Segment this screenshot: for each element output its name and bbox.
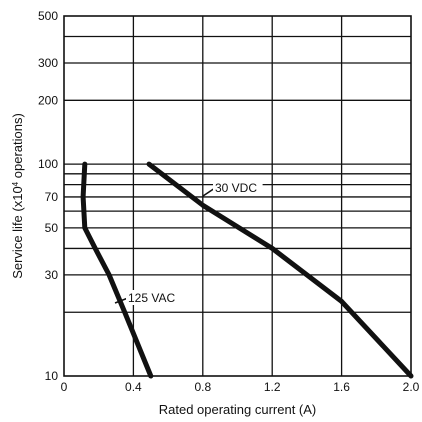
x-tick-label: 0.8: [194, 380, 211, 394]
x-tick-label: 2.0: [403, 380, 420, 394]
y-tick-label: 500: [38, 9, 58, 23]
x-tick-label: 1.6: [333, 380, 350, 394]
x-tick-label: 0.4: [125, 380, 142, 394]
series-label: 30 VDC: [215, 181, 257, 195]
plot-frame: [63, 15, 412, 377]
x-tick-label: 1.2: [264, 380, 281, 394]
series-line: [146, 161, 414, 379]
y-tick-label: 300: [38, 56, 58, 70]
y-tick-label: 200: [38, 93, 58, 107]
grid-lines: [64, 16, 411, 376]
y-tick-label: 100: [38, 157, 58, 171]
y-axis-title-prefix: Service life (x10: [10, 186, 25, 278]
y-tick-label: 70: [45, 190, 59, 204]
series-label-leader: [114, 297, 129, 304]
y-tick-label: 30: [45, 268, 59, 282]
series-label-background: [213, 180, 263, 195]
series-line: [80, 161, 154, 379]
series-label-background: [126, 290, 184, 305]
y-axis-title: Service life (x104 operations): [10, 113, 25, 279]
y-tick-label: 50: [45, 221, 59, 235]
y-tick-label: 10: [45, 369, 59, 383]
x-tick-label: 0: [61, 380, 68, 394]
series-lines: 125 VAC 30 VDC: [80, 161, 414, 379]
series-label: 125 VAC: [128, 291, 175, 305]
x-axis-title: Rated operating current (A): [159, 402, 317, 417]
y-axis-title-exponent: 4: [11, 181, 20, 186]
tick-labels: 0 0.4 0.8 1.2 1.6 2.0 10 30 50 70 100 200 300 500: [38, 9, 420, 394]
y-axis-title-suffix: operations): [10, 113, 25, 182]
